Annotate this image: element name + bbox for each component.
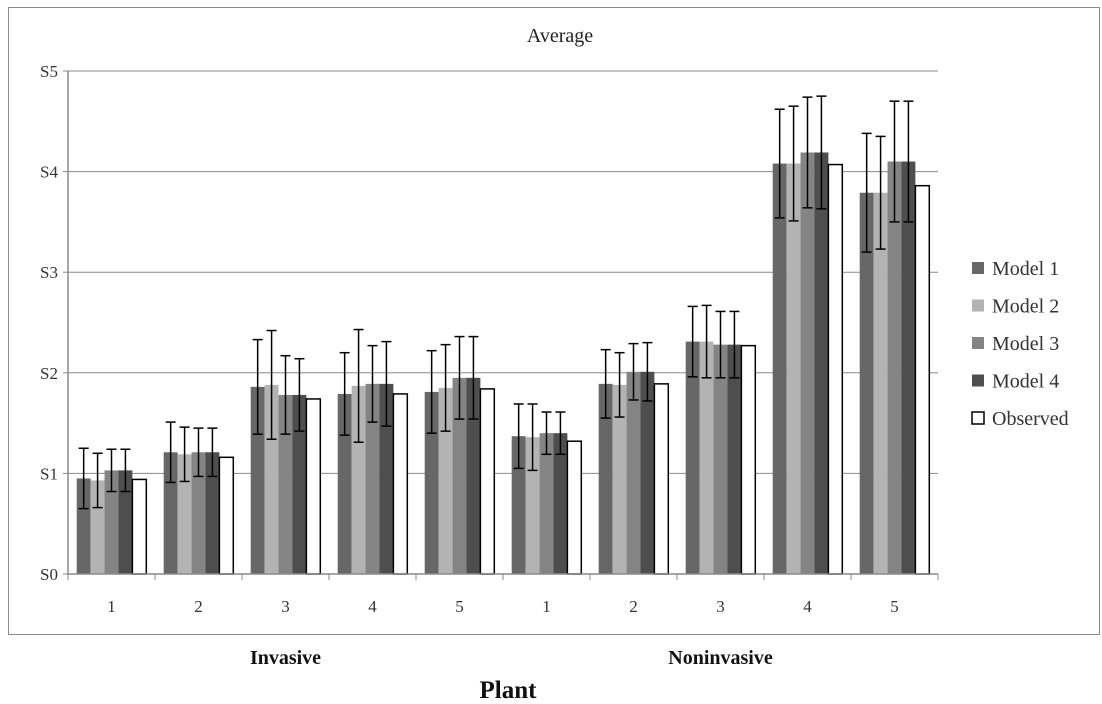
bar [104, 470, 119, 574]
bar [772, 163, 787, 574]
bar [901, 161, 916, 575]
bar [511, 436, 526, 574]
bar [131, 478, 148, 575]
y-axis-ticks: S0 S1 S2 S3 S4 S5 [40, 62, 58, 584]
bar [685, 341, 700, 574]
x-tick-label: 4 [803, 597, 812, 616]
legend-label: Model 3 [992, 333, 1059, 355]
legend-label: Observed [992, 408, 1069, 430]
y-tick-label: S2 [40, 364, 58, 383]
x-tick-label: 5 [890, 597, 899, 616]
x-tick-label: 5 [455, 597, 464, 616]
y-tick-label: S5 [40, 62, 58, 81]
x-tick-label: 3 [716, 597, 725, 616]
bar [479, 388, 496, 575]
bar [278, 394, 293, 574]
bar [914, 184, 931, 575]
legend: Model 1 Model 2 Model 3 Model 4 Observed [971, 258, 1069, 430]
x-group-labels: Invasive Noninvasive [250, 647, 773, 669]
bar [873, 192, 888, 574]
bar [177, 454, 192, 574]
bar [365, 383, 380, 574]
y-tick-label: S3 [40, 263, 58, 282]
bars [76, 152, 931, 575]
y-tick-label: S4 [40, 163, 58, 182]
bar [539, 433, 554, 574]
bar [612, 384, 627, 574]
x-tick-label: 2 [194, 597, 203, 616]
bar [452, 377, 467, 574]
bar [205, 452, 220, 574]
bar [305, 398, 322, 575]
x-group-label: Noninvasive [668, 647, 773, 669]
bar [598, 383, 613, 574]
bar [827, 163, 844, 575]
bar [566, 440, 583, 575]
legend-label: Model 4 [992, 371, 1059, 393]
chart-title: Average [527, 25, 593, 47]
bar [626, 371, 641, 574]
x-tick-label: 4 [368, 597, 377, 616]
x-axis-ticks: 1 2 3 4 5 1 2 3 4 5 [107, 597, 899, 616]
bar [699, 341, 714, 574]
x-tick-label: 3 [281, 597, 290, 616]
bar [76, 478, 91, 574]
legend-swatch [972, 262, 984, 274]
bar [740, 344, 757, 575]
bar [653, 383, 670, 575]
chart-frame [8, 7, 1100, 635]
bar [379, 383, 394, 574]
bar [438, 387, 453, 574]
bar [727, 344, 742, 574]
bar [800, 152, 815, 574]
bar [90, 480, 105, 574]
bar [859, 192, 874, 574]
bar [553, 433, 568, 574]
bar [191, 452, 206, 574]
legend-swatch [972, 337, 984, 349]
x-axis-title: Plant [480, 677, 538, 704]
legend-label: Model 1 [992, 258, 1059, 280]
bar [713, 344, 728, 574]
bar [118, 470, 133, 574]
bar [264, 384, 279, 574]
y-tick-label: S0 [40, 565, 58, 584]
x-tick-label: 1 [542, 597, 551, 616]
bar [525, 437, 540, 574]
bar [337, 393, 352, 574]
axes [63, 70, 939, 580]
bar [887, 161, 902, 575]
bar [292, 394, 307, 574]
bar [351, 385, 366, 574]
legend-swatch [972, 299, 984, 312]
bar [218, 456, 235, 575]
x-group-label: Invasive [250, 647, 321, 669]
legend-swatch [971, 411, 985, 425]
bar [424, 391, 439, 574]
bar [640, 371, 655, 574]
x-tick-label: 2 [629, 597, 638, 616]
x-tick-label: 1 [107, 597, 116, 616]
bar [814, 152, 829, 574]
bar [392, 393, 409, 575]
y-tick-label: S1 [40, 464, 58, 483]
bar [466, 377, 481, 574]
legend-label: Model 2 [992, 296, 1059, 318]
bar [786, 163, 801, 574]
error-bars [78, 95, 914, 510]
legend-swatch [972, 374, 984, 387]
